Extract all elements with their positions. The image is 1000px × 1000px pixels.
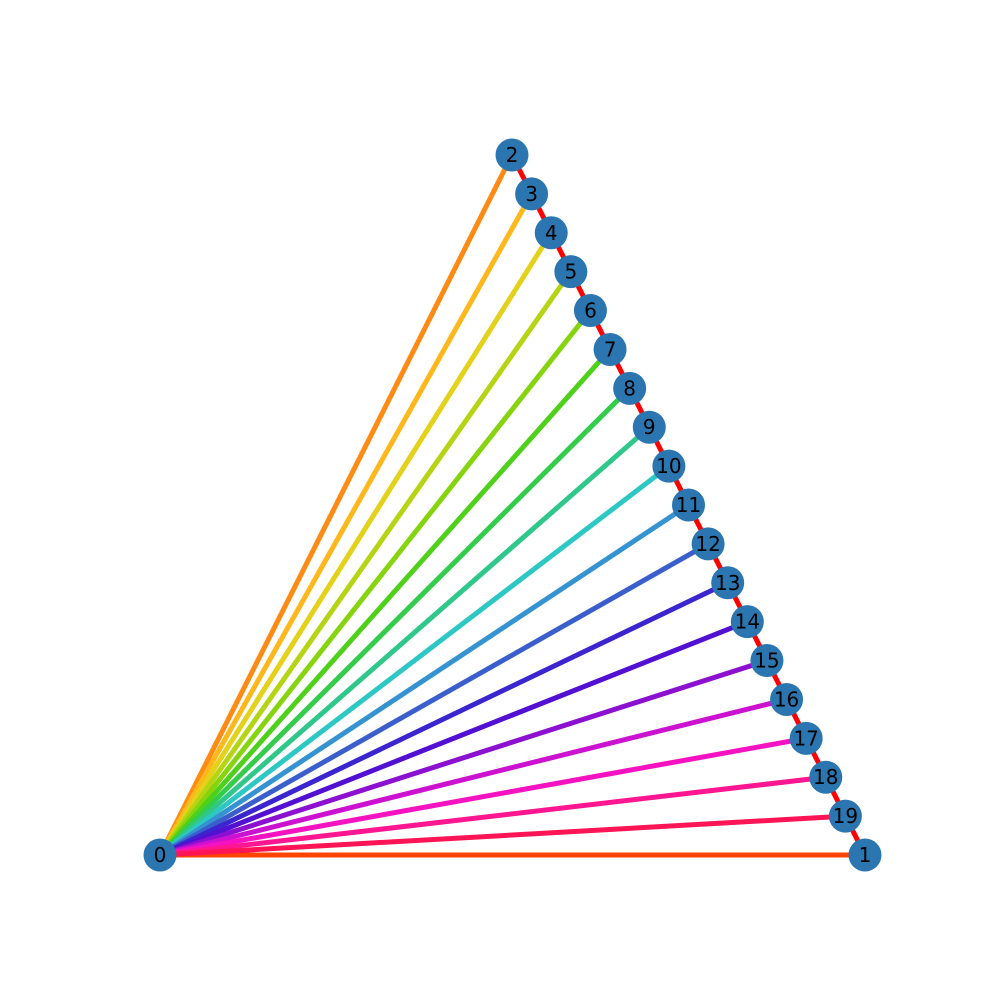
node-11: 11 — [672, 488, 705, 522]
node-3: 3 — [515, 177, 549, 211]
edge-0-16 — [159, 697, 788, 858]
node-label: 19 — [833, 804, 858, 828]
node-label: 11 — [676, 493, 701, 517]
node-8: 8 — [613, 371, 647, 405]
node-circle — [515, 177, 549, 211]
node-label: 0 — [154, 843, 167, 867]
edge-0-3 — [157, 192, 534, 857]
node-13: 13 — [711, 566, 745, 600]
edge-0-9 — [158, 425, 651, 857]
node-label: 3 — [525, 182, 538, 206]
edge-0-19 — [159, 813, 846, 858]
node-circle — [554, 255, 588, 289]
node-label: 4 — [545, 221, 558, 245]
node-circle — [613, 371, 647, 405]
edge-0-7 — [158, 347, 612, 857]
edge-0-14 — [159, 619, 749, 858]
edge-0-5 — [157, 270, 573, 857]
node-label: 12 — [695, 532, 720, 556]
node-circle — [730, 605, 764, 639]
node-circle — [770, 682, 804, 716]
node-label: 17 — [793, 726, 818, 750]
node-label: 2 — [506, 143, 519, 167]
node-9: 9 — [632, 410, 666, 444]
edge-0-6 — [158, 309, 593, 857]
node-7: 7 — [593, 332, 627, 366]
edge-0-10 — [158, 464, 671, 857]
node-1: 1 — [848, 838, 882, 872]
node-circle — [495, 138, 529, 172]
node-6: 6 — [573, 294, 607, 328]
spoke-edges — [157, 153, 865, 858]
edge-0-13 — [158, 580, 729, 858]
node-0: 0 — [143, 838, 177, 872]
node-circle — [828, 799, 862, 833]
node-label: 18 — [813, 765, 838, 789]
node-label: 10 — [656, 454, 681, 478]
node-15: 15 — [750, 644, 784, 678]
node-5: 5 — [554, 255, 588, 289]
node-10: 10 — [652, 449, 686, 483]
node-label: 5 — [564, 260, 577, 284]
edge-0-12 — [158, 541, 710, 858]
node-label: 13 — [715, 571, 740, 595]
node-14: 14 — [730, 605, 764, 639]
edge-0-11 — [158, 502, 690, 858]
node-label: 1 — [859, 843, 872, 867]
edge-0-18 — [159, 774, 827, 858]
node-circle — [593, 332, 627, 366]
node-12: 12 — [691, 527, 725, 561]
node-circle — [632, 410, 666, 444]
node-circle — [534, 216, 568, 250]
edge-0-15 — [159, 658, 768, 858]
node-17: 17 — [789, 721, 823, 755]
node-18: 18 — [809, 760, 843, 794]
node-4: 4 — [534, 216, 568, 250]
node-circle — [652, 449, 686, 483]
edge-0-17 — [159, 735, 807, 858]
node-19: 19 — [828, 799, 862, 833]
node-circle — [789, 721, 823, 755]
node-label: 15 — [754, 649, 779, 673]
node-circle — [848, 838, 882, 872]
node-label: 6 — [584, 299, 597, 323]
node-label: 14 — [735, 610, 760, 634]
node-label: 8 — [623, 376, 636, 400]
node-circle — [809, 760, 843, 794]
node-circle — [143, 838, 177, 872]
edge-0-8 — [158, 386, 632, 857]
edge-0-4 — [157, 231, 554, 857]
node-label: 7 — [604, 337, 617, 361]
node-label: 16 — [774, 687, 799, 711]
node-circle — [573, 294, 607, 328]
node-circle — [691, 527, 725, 561]
node-circle — [672, 488, 705, 522]
node-2: 2 — [495, 138, 529, 172]
edge-0-2 — [157, 153, 515, 857]
node-16: 16 — [770, 682, 804, 716]
node-circle — [711, 566, 745, 600]
node-circle — [750, 644, 784, 678]
node-label: 9 — [643, 415, 656, 439]
